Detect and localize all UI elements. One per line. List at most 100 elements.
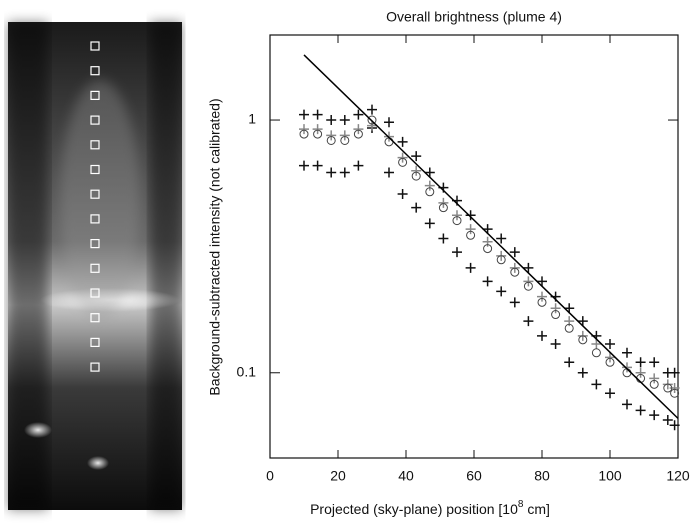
y-tick-label: 0.1 [237, 363, 257, 379]
plus-point [523, 262, 534, 273]
x-axis-label-main: Projected (sky-plane) position [10 [310, 501, 518, 517]
mean-point [663, 383, 673, 393]
plus-point [465, 210, 476, 221]
mean-point [398, 157, 408, 167]
mean-point [313, 129, 323, 139]
plus-point [384, 167, 394, 178]
plus-point [537, 276, 547, 287]
sample-box [90, 140, 100, 150]
x-tick-label: 120 [666, 468, 690, 484]
plus-point [438, 233, 449, 244]
plus-point [622, 399, 632, 410]
mean-point [564, 323, 574, 333]
plus-point [438, 197, 449, 208]
x-tick-label: 20 [330, 468, 346, 484]
plus-point [339, 115, 350, 126]
plus-point [299, 124, 309, 135]
plus-point [397, 152, 408, 163]
plus-point [424, 180, 435, 191]
plus-point [312, 124, 323, 135]
mean-point [551, 310, 561, 320]
plus-point [411, 151, 422, 162]
sample-box [90, 90, 100, 101]
plus-point [523, 316, 534, 327]
plume-image [8, 22, 182, 510]
mean-point [605, 357, 615, 367]
mean-point [299, 129, 309, 139]
plus-point [662, 415, 673, 426]
mean-point [483, 244, 493, 254]
mean-point [411, 171, 421, 181]
x-tick-label: 0 [266, 468, 274, 484]
x-tick-label: 80 [534, 468, 550, 484]
mean-point [649, 379, 659, 389]
plus-point [537, 330, 547, 341]
sample-box [90, 239, 100, 249]
plus-point [564, 303, 575, 314]
plus-point [496, 233, 507, 244]
plus-point [649, 357, 660, 368]
plus-point [367, 120, 377, 131]
plus-point [326, 167, 337, 178]
plus-point [669, 420, 680, 431]
x-axis-label-end: cm] [523, 501, 549, 517]
plus-point [550, 303, 561, 314]
chart-title: Overall brightness (plume 4) [386, 9, 562, 25]
plus-point [564, 357, 575, 368]
plus-point [605, 338, 615, 349]
plus-point [622, 362, 632, 373]
plus-point [537, 291, 547, 302]
plus-point [339, 167, 350, 178]
mean-point [353, 129, 363, 139]
plus-point [669, 383, 680, 394]
plus-point [384, 117, 394, 128]
plus-point [591, 338, 602, 349]
fit-line [303, 54, 679, 419]
x-tick-label: 60 [466, 468, 482, 484]
y-tick-label: 1 [248, 111, 256, 127]
plus-point [339, 130, 350, 141]
plot-frame [269, 34, 679, 459]
plus-point [509, 297, 520, 308]
plus-point [326, 115, 337, 126]
plus-point [312, 109, 323, 120]
sample-box [90, 164, 100, 175]
plus-point [605, 352, 615, 363]
plus-point [465, 224, 476, 235]
plus-point [577, 316, 588, 327]
mean-point [425, 187, 435, 197]
plus-point [465, 262, 476, 273]
mean-point [438, 203, 448, 213]
plus-point [496, 286, 507, 297]
plus-point [367, 104, 377, 115]
x-tick-label: 100 [598, 468, 622, 484]
mean-point [523, 281, 533, 291]
plus-point [605, 388, 615, 399]
plus-point [509, 247, 520, 258]
x-axis-label-sup: 8 [518, 499, 524, 510]
plus-point [424, 218, 435, 229]
mean-point [591, 348, 601, 358]
sample-box [90, 189, 100, 199]
plus-point [635, 367, 646, 378]
plus-point [649, 373, 660, 384]
plus-point [353, 160, 364, 171]
plus-point [424, 167, 435, 178]
sample-box [90, 41, 100, 51]
plus-point [353, 124, 364, 135]
sample-box [90, 362, 100, 372]
plus-point [649, 410, 660, 421]
plus-point [353, 109, 364, 120]
sample-box [90, 263, 100, 273]
plus-point [326, 130, 337, 141]
plus-point [312, 160, 323, 171]
mean-point [466, 230, 476, 240]
x-tick-label: 40 [398, 468, 414, 484]
plus-point [591, 379, 602, 390]
plus-point [577, 367, 588, 378]
y-axis-label: Background-subtracted intensity (not cal… [207, 98, 223, 395]
mean-point [537, 297, 547, 307]
plus-point [523, 276, 534, 287]
plus-point [411, 165, 422, 176]
